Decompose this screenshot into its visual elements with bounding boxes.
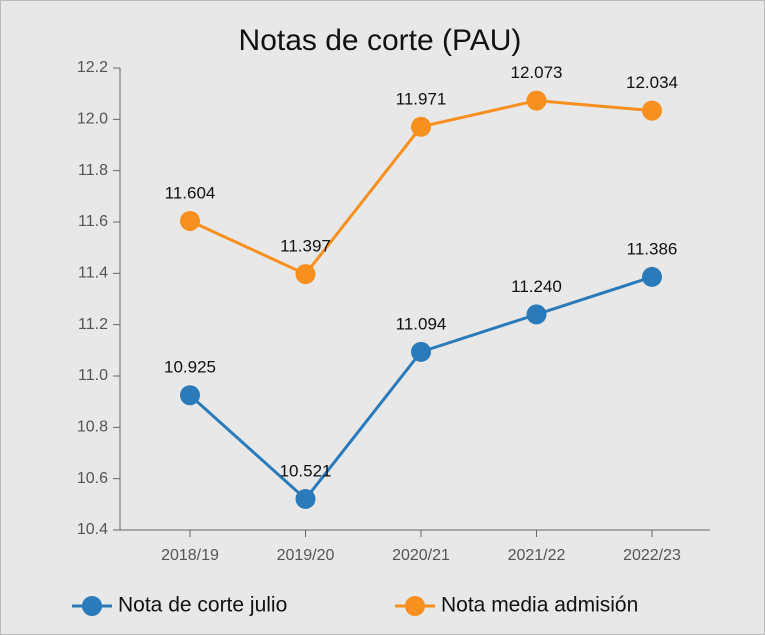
value-label: 12.073 xyxy=(511,63,563,82)
y-tick-label: 10.8 xyxy=(77,419,108,436)
y-tick-label: 11.0 xyxy=(78,367,108,384)
point xyxy=(180,385,200,406)
y-tick-label: 12.2 xyxy=(77,59,108,76)
point xyxy=(295,264,316,285)
value-label: 11.604 xyxy=(165,183,216,202)
legend-marker xyxy=(405,596,425,616)
value-label: 11.971 xyxy=(396,89,447,108)
x-tick-label: 2022/23 xyxy=(623,547,681,564)
point xyxy=(295,488,316,509)
legend-label: Nota media admisión xyxy=(441,594,638,617)
point xyxy=(642,266,662,287)
point xyxy=(526,304,547,325)
x-tick-label: 2018/19 xyxy=(161,547,219,564)
y-tick-label: 12.0 xyxy=(77,111,108,128)
point xyxy=(642,100,662,121)
value-label: 11.094 xyxy=(396,314,447,333)
point xyxy=(411,341,431,362)
legend-label: Nota de corte julio xyxy=(118,594,287,617)
x-tick-label: 2021/22 xyxy=(508,547,566,564)
y-tick-label: 11.4 xyxy=(78,265,108,282)
value-label: 10.925 xyxy=(164,358,216,377)
legend-marker xyxy=(82,596,102,616)
y-tick-label: 11.8 xyxy=(78,162,108,179)
y-tick-label: 10.6 xyxy=(77,470,108,487)
y-tick-label: 11.2 xyxy=(78,316,108,333)
value-label: 11.240 xyxy=(511,277,562,296)
point xyxy=(411,116,431,137)
y-tick-label: 11.6 xyxy=(78,213,108,230)
point xyxy=(526,90,547,111)
x-tick-label: 2020/21 xyxy=(392,547,450,564)
value-label: 11.397 xyxy=(280,237,331,256)
point xyxy=(180,210,200,231)
value-label: 12.034 xyxy=(626,73,678,92)
chart-title: Notas de corte (PAU) xyxy=(239,24,522,57)
x-tick-label: 2019/20 xyxy=(277,547,335,564)
value-label: 10.521 xyxy=(280,461,332,480)
value-label: 11.386 xyxy=(627,239,678,258)
y-tick-label: 10.4 xyxy=(77,521,108,538)
